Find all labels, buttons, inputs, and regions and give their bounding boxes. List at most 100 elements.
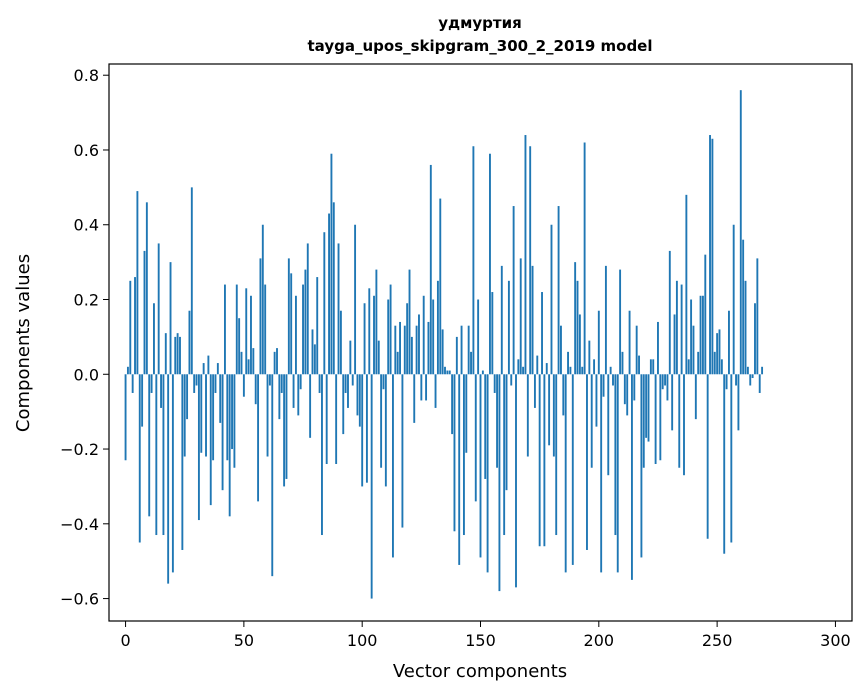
- bar-115: [396, 351, 399, 375]
- bar-268: [758, 374, 761, 393]
- bar-50: [242, 374, 245, 397]
- bar-56: [257, 374, 260, 502]
- bar-134: [441, 329, 444, 375]
- bar-74: [299, 374, 302, 390]
- bar-5: [136, 191, 139, 375]
- bar-259: [737, 374, 740, 431]
- bar-128: [427, 321, 430, 375]
- bar-190: [574, 262, 577, 375]
- bar-14: [157, 243, 160, 375]
- bar-166: [517, 359, 520, 375]
- bar-267: [756, 258, 759, 375]
- bar-36: [209, 374, 212, 506]
- bar-73: [297, 374, 300, 416]
- bar-204: [607, 374, 610, 476]
- bar-159: [500, 265, 503, 375]
- bar-25: [183, 374, 186, 457]
- bar-91: [339, 310, 342, 375]
- bar-226: [659, 374, 662, 461]
- bar-174: [536, 355, 539, 375]
- bar-231: [671, 374, 674, 431]
- bar-76: [304, 269, 307, 375]
- bar-196: [588, 340, 591, 375]
- bar-17: [164, 333, 167, 375]
- bar-208: [616, 374, 619, 573]
- bar-81: [316, 277, 319, 375]
- bar-90: [337, 243, 340, 375]
- bar-207: [614, 374, 617, 536]
- bar-171: [529, 146, 532, 375]
- bar-177: [543, 374, 546, 547]
- bar-256: [730, 374, 733, 543]
- bar-223: [652, 359, 655, 375]
- bar-149: [477, 299, 480, 375]
- x-axis-ticks: 0 50 100 150 200 250 300: [120, 621, 851, 650]
- bar-161: [505, 374, 508, 491]
- bar-182: [555, 374, 558, 536]
- bar-53: [250, 295, 252, 375]
- bar-187: [567, 351, 569, 375]
- bar-152: [484, 374, 487, 479]
- bar-169: [524, 135, 527, 375]
- bar-201: [600, 374, 603, 573]
- bar-51: [245, 288, 248, 375]
- bars-group: [124, 90, 764, 599]
- bar-29: [193, 374, 196, 393]
- bar-127: [425, 374, 428, 401]
- bar-210: [621, 351, 624, 375]
- bar-144: [465, 374, 468, 453]
- bar-191: [576, 280, 579, 375]
- bar-245: [704, 254, 707, 375]
- bar-55: [254, 374, 257, 405]
- bar-218: [640, 374, 643, 558]
- bar-26: [186, 374, 189, 420]
- bar-24: [181, 374, 184, 550]
- bar-99: [358, 374, 361, 427]
- bar-71: [292, 374, 295, 408]
- bar-98: [356, 374, 359, 416]
- bar-194: [583, 142, 586, 375]
- x-tick-label: 150: [465, 631, 496, 650]
- bar-141: [458, 374, 461, 565]
- bar-181: [552, 374, 555, 457]
- bar-117: [401, 374, 404, 528]
- bar-211: [623, 374, 626, 405]
- bar-30: [195, 374, 198, 386]
- x-tick-label: 50: [234, 631, 254, 650]
- bar-246: [706, 374, 709, 539]
- bar-109: [382, 374, 385, 390]
- bar-257: [732, 224, 735, 375]
- bar-252: [720, 359, 723, 375]
- bar-234: [678, 374, 681, 468]
- bar-57: [259, 258, 262, 375]
- bar-104: [370, 374, 373, 599]
- x-tick-label: 0: [120, 631, 130, 650]
- bar-240: [692, 325, 695, 375]
- bar-23: [179, 336, 181, 375]
- x-tick-label: 250: [702, 631, 733, 650]
- bar-247: [709, 135, 711, 375]
- bar-151: [481, 370, 484, 375]
- bar-1: [126, 366, 129, 375]
- bar-150: [479, 374, 482, 558]
- y-axis-ticks: −0.6 −0.4 −0.2 0.0 0.2 0.4 0.6 0.8: [60, 66, 109, 609]
- bar-266: [754, 303, 756, 375]
- bar-213: [628, 310, 631, 375]
- y-tick-label: −0.4: [60, 515, 99, 534]
- bar-193: [581, 366, 584, 375]
- bar-22: [176, 333, 179, 375]
- bar-63: [273, 351, 276, 375]
- bar-78: [309, 374, 312, 438]
- bar-205: [609, 366, 612, 375]
- bar-192: [578, 314, 581, 375]
- bar-172: [531, 265, 534, 375]
- bar-189: [571, 374, 574, 565]
- bar-269: [761, 366, 764, 375]
- bar-42: [224, 284, 226, 375]
- bar-133: [439, 198, 442, 375]
- bar-162: [507, 280, 510, 375]
- bar-200: [597, 310, 600, 375]
- y-tick-label: −0.2: [60, 440, 99, 459]
- bar-236: [683, 374, 685, 476]
- bar-212: [626, 374, 629, 416]
